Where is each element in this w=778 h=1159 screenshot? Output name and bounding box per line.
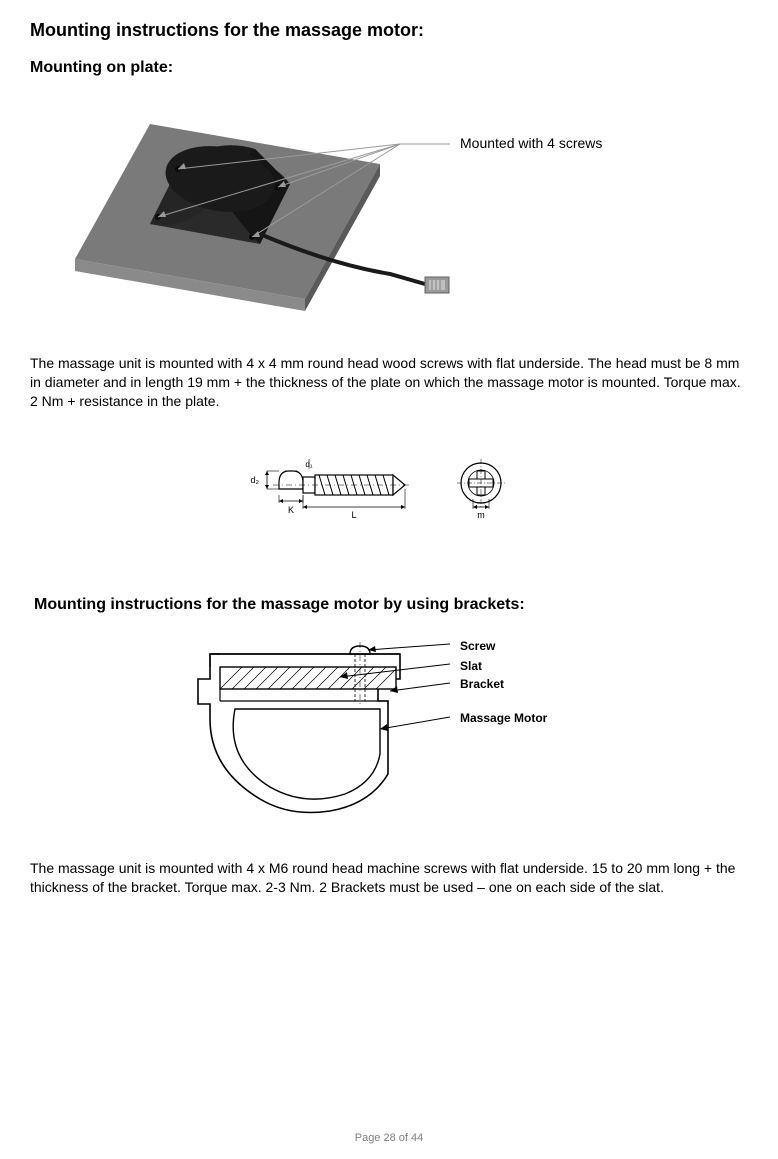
callout-motor: Massage Motor	[460, 711, 547, 725]
screw-figure: d₂ d₁ K L	[30, 451, 748, 536]
label-L: L	[351, 510, 356, 520]
label-d1: d₁	[305, 460, 312, 469]
page-heading: Mounting instructions for the massage mo…	[30, 20, 748, 41]
plate-mounting-diagram	[30, 89, 460, 329]
screws-callout: Mounted with 4 screws	[460, 135, 602, 151]
plate-paragraph: The massage unit is mounted with 4 x 4 m…	[30, 354, 748, 411]
bracket-paragraph: The massage unit is mounted with 4 x M6 …	[30, 859, 748, 897]
brackets-heading: Mounting instructions for the massage mo…	[34, 596, 748, 614]
label-d2: d₂	[251, 475, 260, 485]
screw-diagram: d₂ d₁ K L	[239, 451, 539, 531]
callout-slat: Slat	[460, 659, 482, 673]
bracket-figure: Screw Slat Bracket Massage Motor	[30, 629, 748, 829]
label-m: m	[477, 510, 485, 520]
bracket-diagram	[180, 629, 600, 829]
plate-figure: Mounted with 4 screws	[30, 89, 748, 329]
callout-bracket: Bracket	[460, 677, 504, 691]
callout-screw: Screw	[460, 639, 495, 653]
plate-heading: Mounting on plate:	[30, 59, 748, 77]
page-footer: Page 28 of 44	[0, 1132, 778, 1144]
label-K: K	[288, 505, 294, 515]
